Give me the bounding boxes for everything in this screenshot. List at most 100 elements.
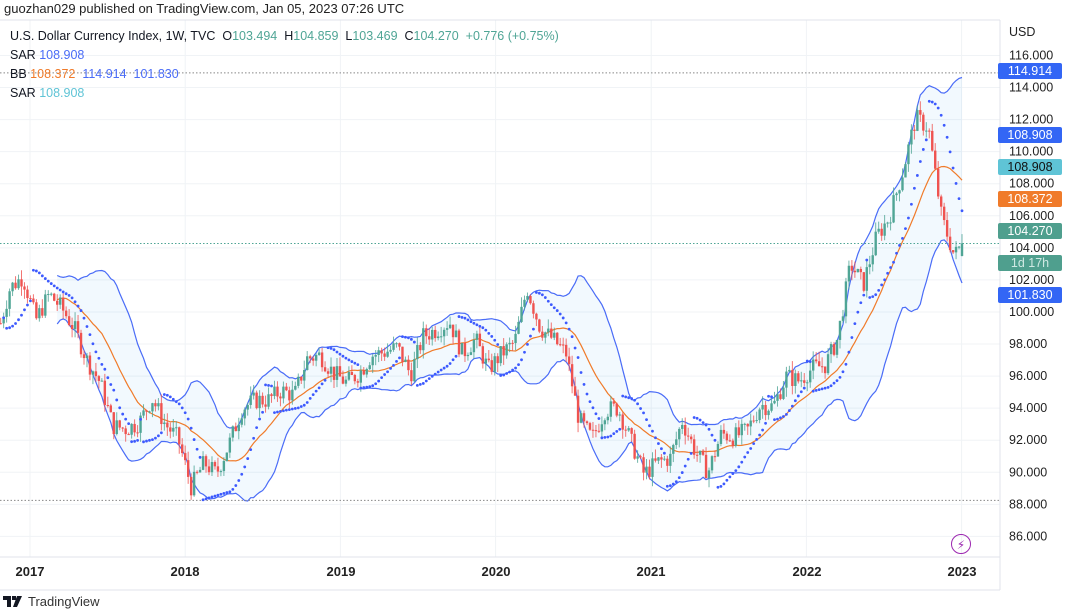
sar-dot bbox=[225, 491, 229, 494]
candle-body bbox=[925, 130, 928, 132]
candle bbox=[216, 457, 220, 478]
sar-dot bbox=[951, 166, 955, 170]
sar-dot bbox=[820, 387, 824, 391]
candle-body bbox=[469, 352, 473, 355]
candle bbox=[246, 402, 249, 416]
candle bbox=[401, 346, 404, 367]
candle-body bbox=[2, 316, 5, 324]
candle-body bbox=[228, 437, 232, 453]
candle-body bbox=[633, 433, 636, 459]
sar-dot bbox=[284, 408, 288, 412]
candle-body bbox=[588, 423, 592, 430]
candle-body bbox=[689, 436, 693, 440]
candle bbox=[630, 427, 633, 442]
candle bbox=[648, 459, 651, 480]
sar-dot bbox=[412, 340, 416, 344]
candle-body bbox=[642, 457, 645, 473]
candle bbox=[856, 268, 860, 273]
candle-body bbox=[686, 435, 690, 437]
sar-dot bbox=[796, 394, 800, 398]
sar-dot bbox=[383, 373, 387, 376]
symbol-title[interactable]: U.S. Dollar Currency Index, 1W, TVC bbox=[10, 29, 216, 43]
sar-dot bbox=[767, 394, 770, 398]
candle bbox=[189, 473, 193, 500]
candle-body bbox=[38, 308, 41, 319]
candle-body bbox=[91, 371, 95, 375]
sar-dot bbox=[5, 326, 9, 330]
candle-body bbox=[124, 428, 127, 435]
sar-dot bbox=[713, 438, 717, 442]
candle-body bbox=[648, 466, 651, 477]
candle-body bbox=[675, 439, 678, 445]
candle bbox=[320, 347, 324, 372]
sar-dot bbox=[817, 388, 821, 392]
candle-body bbox=[445, 328, 449, 330]
candle-body bbox=[389, 349, 392, 352]
candle bbox=[288, 386, 291, 410]
candle bbox=[553, 327, 556, 341]
candle-body bbox=[710, 456, 714, 471]
candle-body bbox=[88, 355, 92, 375]
candle-body bbox=[383, 353, 386, 357]
sar-dot bbox=[91, 342, 95, 346]
sar-dot bbox=[171, 397, 175, 401]
sar-label: SAR bbox=[10, 48, 36, 62]
candle-body bbox=[121, 427, 124, 429]
candle-body bbox=[29, 298, 32, 300]
candle-body bbox=[282, 386, 285, 399]
sar-dot bbox=[374, 382, 378, 386]
candle bbox=[945, 212, 949, 242]
candle-body bbox=[547, 328, 550, 333]
sar-dot bbox=[811, 389, 815, 393]
candles bbox=[0, 101, 964, 500]
sar-dot bbox=[409, 337, 413, 341]
candle-body bbox=[392, 343, 395, 350]
sar-dot bbox=[582, 383, 586, 386]
candle bbox=[53, 292, 56, 302]
candle-body bbox=[907, 144, 910, 165]
candle bbox=[654, 449, 657, 463]
candle-body bbox=[317, 352, 321, 355]
candle-body bbox=[451, 324, 455, 338]
candle bbox=[922, 112, 925, 136]
sar-dot bbox=[133, 439, 136, 443]
candle bbox=[347, 366, 351, 382]
candle-body bbox=[553, 332, 556, 338]
candle bbox=[106, 396, 110, 408]
bb-lower-value: 101.830 bbox=[133, 67, 179, 81]
candle-body bbox=[561, 344, 565, 346]
candle-body bbox=[404, 359, 407, 362]
sar-legend-1[interactable]: SAR 108.908 bbox=[10, 46, 559, 65]
sar-dot bbox=[365, 385, 369, 389]
sar-dot bbox=[439, 368, 443, 372]
candle-body bbox=[734, 427, 738, 446]
candle bbox=[463, 337, 467, 362]
sar-legend-2[interactable]: SAR 108.908 bbox=[10, 84, 559, 103]
candle bbox=[809, 362, 812, 388]
candle bbox=[939, 194, 943, 216]
sar-dot bbox=[398, 356, 401, 360]
bb-legend[interactable]: BB 108.372 114.914 101.830 bbox=[10, 65, 559, 84]
candle bbox=[192, 465, 196, 497]
candle-body bbox=[892, 195, 895, 223]
candle bbox=[624, 425, 627, 437]
sar-dot bbox=[52, 284, 56, 288]
candle-body bbox=[154, 403, 157, 407]
candle-body bbox=[939, 196, 943, 207]
candle-body bbox=[166, 422, 169, 428]
sar-dot bbox=[404, 335, 407, 339]
lightning-icon[interactable]: ⚡︎ bbox=[951, 534, 971, 554]
candle-body bbox=[645, 466, 648, 473]
sar-dot bbox=[555, 309, 559, 312]
candle-body bbox=[472, 339, 476, 353]
candle-body bbox=[353, 374, 357, 382]
candle bbox=[942, 202, 946, 226]
candle-body bbox=[728, 440, 732, 442]
candle-body bbox=[835, 339, 839, 355]
candle bbox=[0, 317, 2, 325]
candle-body bbox=[270, 394, 273, 397]
candle-body bbox=[374, 354, 377, 357]
sar-dot bbox=[526, 342, 529, 346]
candle-body bbox=[356, 381, 360, 383]
